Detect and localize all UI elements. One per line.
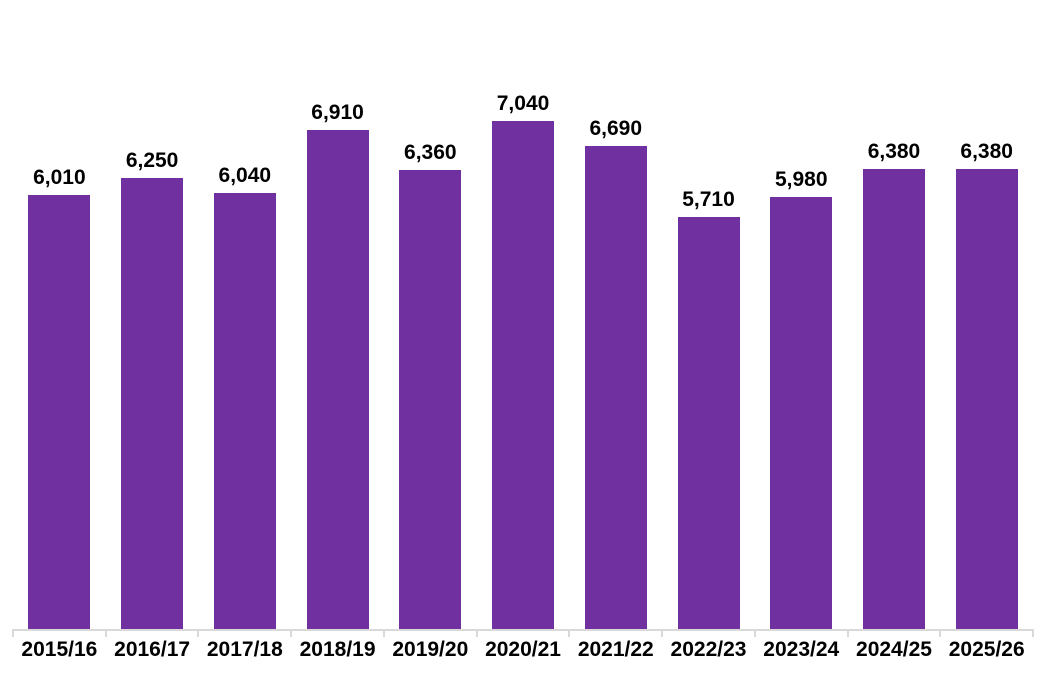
x-axis-tick xyxy=(661,629,663,637)
bar-value-label: 6,910 xyxy=(311,100,364,124)
bar xyxy=(677,217,740,629)
bar-value-label: 6,010 xyxy=(33,165,86,189)
x-axis-tick-label: 2015/16 xyxy=(21,638,98,661)
x-axis-tick-label: 2017/18 xyxy=(206,638,283,661)
x-axis-tick-label: 2016/17 xyxy=(114,638,191,661)
bar-group: 7,040 xyxy=(477,92,570,629)
bar-group: 6,250 xyxy=(106,149,199,629)
x-axis-tick xyxy=(383,629,385,637)
bar xyxy=(492,121,555,629)
x-axis-tick xyxy=(1032,629,1034,637)
bar-value-label: 6,360 xyxy=(404,140,457,164)
bar xyxy=(213,193,276,629)
bar-value-label: 7,040 xyxy=(496,91,550,115)
bar-group: 6,380 xyxy=(848,140,941,629)
bar-group: 6,910 xyxy=(291,101,384,629)
bar-value-label: 5,980 xyxy=(774,167,828,191)
x-axis-tick-label: 2024/25 xyxy=(856,638,932,661)
x-axis-tick xyxy=(939,629,941,637)
bar-group: 5,980 xyxy=(755,168,848,629)
x-axis-tick xyxy=(290,629,292,637)
x-axis-tick xyxy=(754,629,756,637)
x-axis-tick xyxy=(105,629,107,637)
x-axis-tick xyxy=(476,629,478,637)
x-axis-tick xyxy=(568,629,570,637)
bar xyxy=(399,170,462,629)
bar-value-label: 6,250 xyxy=(125,148,179,172)
bar xyxy=(121,178,184,629)
x-axis-line xyxy=(12,629,1034,631)
x-axis-labels: 2015/16 2016/17 2017/18 2018/19 2019/20 2020/… xyxy=(13,638,1033,662)
bar xyxy=(770,197,833,629)
bar-value-label: 6,380 xyxy=(960,139,1013,163)
bar xyxy=(584,146,647,629)
plot-area: 6,010 6,250 6,040 6,910 6,360 7,040 6,690 5,710… xyxy=(13,0,1033,629)
bar-group: 5,710 xyxy=(662,188,755,629)
x-axis-tick-label: 2018/19 xyxy=(299,638,376,661)
bar-value-label: 6,380 xyxy=(867,139,921,163)
bar-group: 6,380 xyxy=(940,140,1033,629)
bar-group: 6,040 xyxy=(198,164,291,629)
x-axis-tick-label: 2023/24 xyxy=(763,638,840,661)
x-axis-tick-label: 2025/26 xyxy=(948,638,1025,661)
bar-group: 6,010 xyxy=(13,166,106,629)
x-axis-tick xyxy=(197,629,199,637)
x-axis-tick-label: 2020/21 xyxy=(485,638,561,661)
bar xyxy=(28,195,91,629)
x-axis-tick-label: 2019/20 xyxy=(392,638,469,661)
bar-value-label: 6,040 xyxy=(218,163,272,187)
x-axis-tick xyxy=(847,629,849,637)
bar-value-label: 5,710 xyxy=(682,187,735,211)
bar-value-label: 6,690 xyxy=(589,116,643,140)
x-axis-tick-label: 2022/23 xyxy=(670,638,747,661)
bar-group: 6,360 xyxy=(384,141,477,629)
bar xyxy=(306,130,369,629)
bar xyxy=(955,169,1018,629)
bar-group: 6,690 xyxy=(569,117,662,629)
x-axis-tick xyxy=(12,629,14,637)
bar xyxy=(862,169,925,629)
x-axis-tick-label: 2021/22 xyxy=(577,638,654,661)
